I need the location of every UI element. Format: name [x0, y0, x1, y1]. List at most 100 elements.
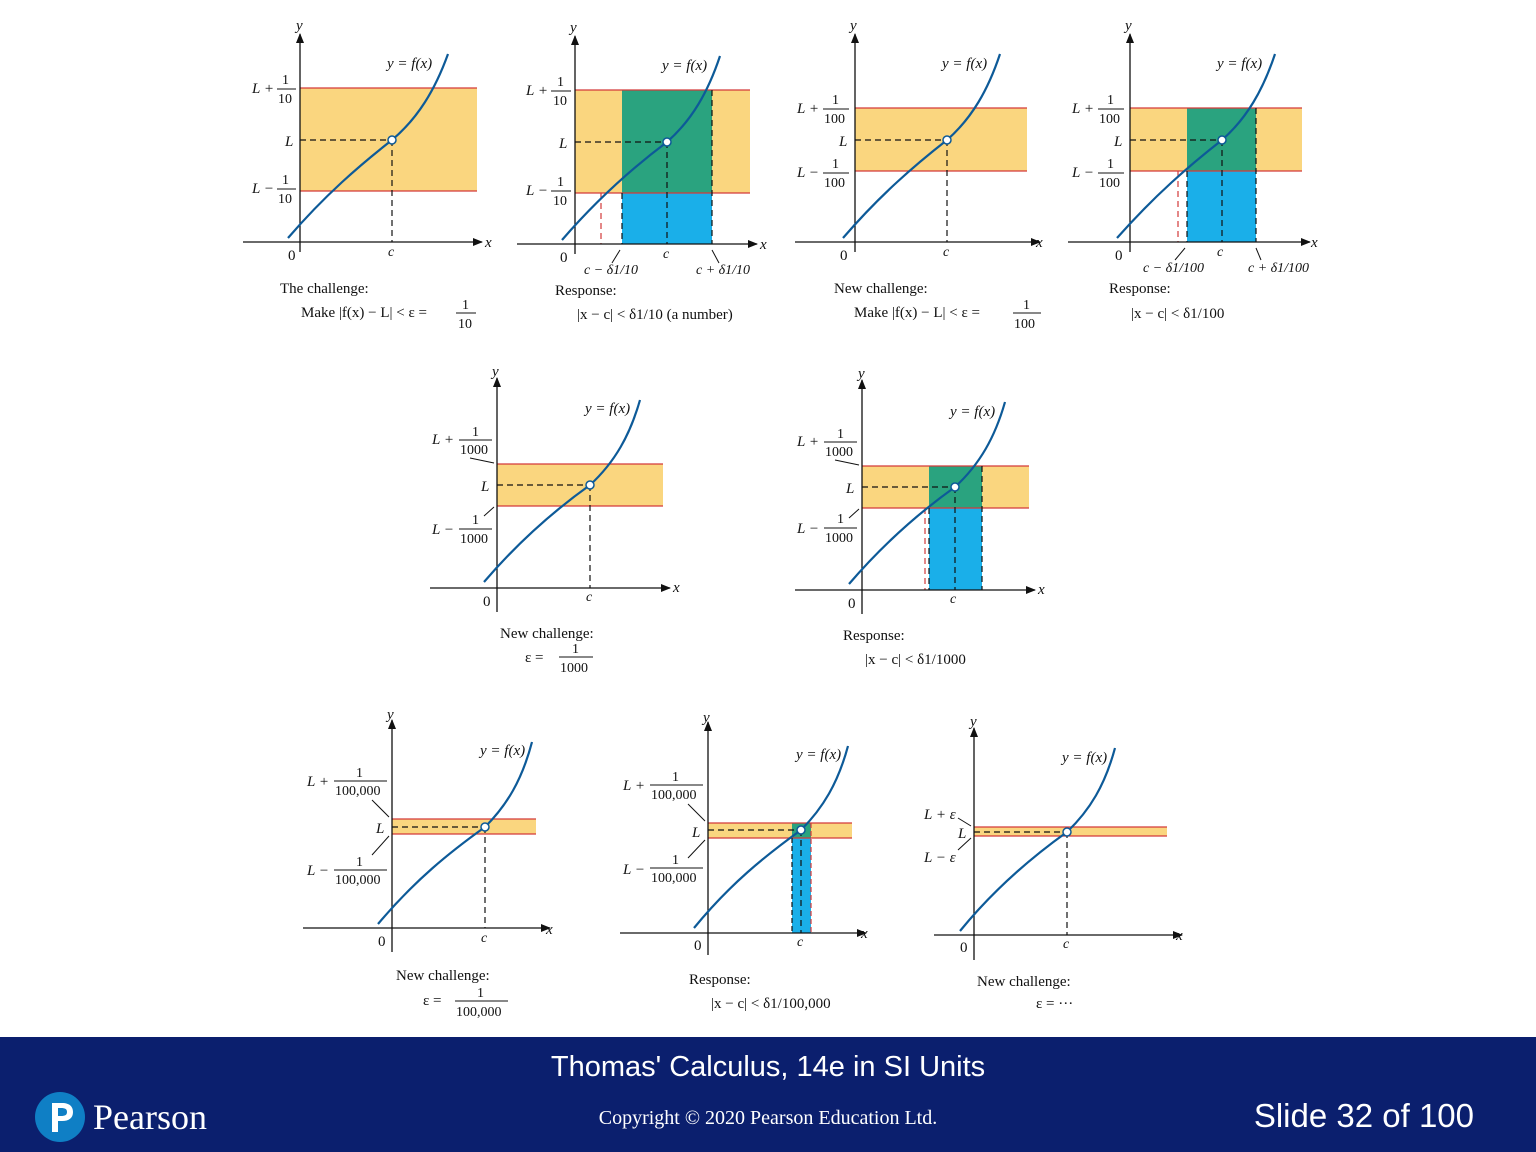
L-plus-den: 100: [824, 112, 845, 127]
curve-label: y = f(x): [794, 747, 841, 763]
c-label: c: [663, 247, 670, 262]
y-label: y: [568, 20, 577, 36]
limit-point: [585, 480, 595, 490]
origin-label: 0: [840, 248, 848, 264]
L-label: L: [558, 136, 567, 152]
x-label: x: [860, 926, 868, 942]
L-minus-den: 10: [553, 194, 567, 209]
c-label: c: [1217, 245, 1224, 260]
leader-line: [834, 459, 860, 466]
origin-label: 0: [960, 940, 968, 956]
caption-line-2: Make |f(x) − L| < ε =: [854, 305, 980, 321]
leader-line: [848, 508, 860, 519]
caption-line-1: New challenge:: [834, 281, 928, 297]
L-minus-label: L −: [306, 863, 329, 879]
delta-right-label: c + δ1/100: [1248, 261, 1309, 276]
L-plus-eps-label: L + ε: [923, 807, 956, 823]
curve-label: y = f(x): [1215, 56, 1262, 72]
panel-7: y x 0 c y = f(x) L + 1 100,000 L L − 1 1…: [303, 707, 553, 1020]
panel-6: y x 0 c y = f(x) L + 1 1000 L L − 1 1000…: [795, 366, 1045, 668]
c-label: c: [1063, 937, 1070, 952]
leader-line: [469, 457, 495, 464]
c-label: c: [943, 245, 950, 260]
origin-label: 0: [694, 938, 702, 954]
slide-body: y x 0 c y = f(x) L + 1 10 L L − 1 10 The…: [243, 18, 1318, 1020]
x-label: x: [1175, 928, 1183, 944]
leader-line: [957, 837, 972, 851]
caption-frac-num: 1: [477, 986, 484, 1001]
caption-line-1: New challenge:: [500, 626, 594, 642]
slide-footer: Thomas' Calculus, 14e in SI Units Copyri…: [0, 1037, 1536, 1152]
curve-label: y = f(x): [660, 58, 707, 74]
caption-frac-num: 1: [572, 642, 579, 657]
caption-frac-den: 10: [458, 317, 472, 332]
L-minus-num: 1: [356, 855, 363, 870]
L-plus-num: 1: [837, 427, 844, 442]
caption-line-1: Response:: [555, 283, 617, 299]
origin-label: 0: [560, 250, 568, 266]
L-plus-num: 1: [832, 93, 839, 108]
L-plus-den: 100,000: [335, 784, 381, 799]
caption-line-1: The challenge:: [280, 281, 369, 297]
L-minus-den: 10: [278, 192, 292, 207]
leader-line: [687, 839, 706, 859]
x-label: x: [672, 580, 680, 596]
L-minus-num: 1: [837, 512, 844, 527]
y-label: y: [1123, 18, 1132, 34]
y-label: y: [385, 707, 394, 723]
L-plus-label: L +: [306, 774, 329, 790]
L-plus-label: L +: [431, 432, 454, 448]
x-label: x: [484, 235, 492, 251]
curve-label: y = f(x): [478, 743, 525, 759]
curve-label: y = f(x): [583, 401, 630, 417]
y-label: y: [968, 714, 977, 730]
L-plus-num: 1: [672, 770, 679, 785]
limit-point: [387, 135, 397, 145]
c-label: c: [950, 592, 957, 607]
caption-line-2: ε =: [423, 993, 442, 1009]
curve-label: y = f(x): [385, 56, 432, 72]
L-minus-num: 1: [1107, 157, 1114, 172]
L-minus-den: 100: [824, 176, 845, 191]
limit-point: [480, 822, 490, 832]
panel-1: y x 0 c y = f(x) L + 1 10 L L − 1 10 The…: [243, 18, 492, 332]
L-minus-label: L −: [251, 181, 274, 197]
origin-label: 0: [483, 594, 491, 610]
caption-line-1: Response:: [689, 972, 751, 988]
caption-frac-num: 1: [1023, 298, 1030, 313]
leader-line: [957, 817, 972, 827]
L-minus-den: 1000: [460, 532, 488, 547]
L-plus-num: 1: [356, 766, 363, 781]
L-label: L: [691, 825, 700, 841]
L-label: L: [1113, 134, 1122, 150]
pearson-wordmark: Pearson: [93, 1097, 207, 1137]
caption-line-1: New challenge:: [396, 968, 490, 984]
L-plus-label: L +: [251, 81, 274, 97]
origin-label: 0: [848, 596, 856, 612]
limit-point: [796, 825, 806, 835]
L-label: L: [838, 134, 847, 150]
panel-5: y x 0 c y = f(x) L + 1 1000 L L − 1 1000…: [430, 364, 680, 676]
y-label: y: [294, 18, 303, 34]
L-minus-label: L −: [622, 862, 645, 878]
L-minus-num: 1: [472, 513, 479, 528]
x-label: x: [1037, 582, 1045, 598]
caption-line-2: |x − c| < δ1/10 (a number): [577, 307, 733, 323]
L-plus-num: 1: [472, 425, 479, 440]
L-minus-den: 100,000: [335, 873, 381, 888]
leader-line: [1174, 247, 1186, 261]
book-title: Thomas' Calculus, 14e in SI Units: [550, 1051, 986, 1083]
L-plus-num: 1: [282, 73, 289, 88]
panel-8: y x 0 c y = f(x) L + 1 100,000 L L − 1 1…: [620, 710, 868, 1012]
L-plus-label: L +: [622, 778, 645, 794]
panel-2: y x 0 c y = f(x) L + 1 10 L L − 1 10 c −…: [517, 20, 767, 323]
L-plus-label: L +: [796, 434, 819, 450]
L-plus-den: 100,000: [651, 788, 697, 803]
L-minus-num: 1: [282, 173, 289, 188]
panel-4: y x 0 c y = f(x) L + 1 100 L L − 1 100 c…: [1068, 18, 1318, 322]
curve: [377, 741, 534, 925]
curve: [959, 747, 1117, 932]
limit-point: [1217, 135, 1227, 145]
L-minus-label: L −: [431, 522, 454, 538]
L-plus-num: 1: [1107, 93, 1114, 108]
